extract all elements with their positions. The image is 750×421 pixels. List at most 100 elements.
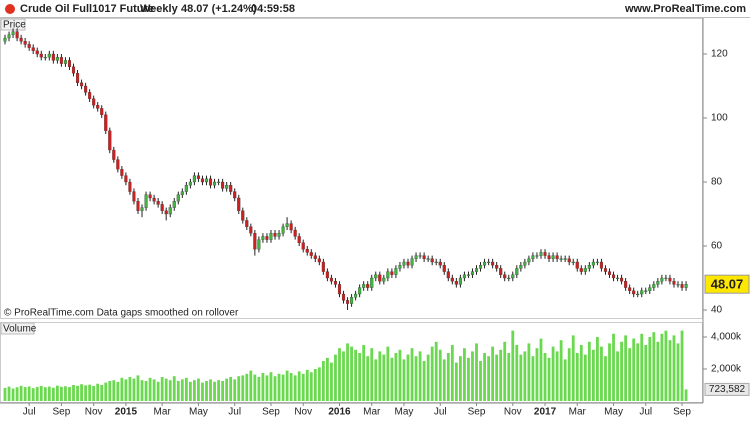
x-tick-label: 2015: [115, 407, 138, 418]
volume-bar: [100, 384, 104, 401]
candle-body: [362, 284, 366, 288]
candle-body: [632, 290, 636, 295]
candle-body: [305, 249, 309, 253]
volume-bar: [3, 387, 7, 401]
volume-bar: [297, 371, 301, 401]
candle-body: [354, 293, 358, 298]
candle-body: [390, 271, 394, 275]
candle-body: [217, 181, 221, 183]
candle-body: [136, 201, 140, 211]
volume-bar: [47, 386, 51, 401]
volume-bar: [273, 376, 277, 401]
candle-body: [470, 271, 475, 275]
x-tick-label: May: [189, 407, 208, 418]
last-price: 48.07: [711, 277, 744, 292]
volume-bar: [88, 384, 92, 401]
candle-body: [511, 274, 515, 279]
candle-body: [466, 274, 470, 276]
volume-bar: [188, 381, 192, 401]
candle-body: [27, 44, 31, 48]
candle-body: [321, 261, 325, 272]
volume-bar: [547, 357, 551, 401]
candle-body: [587, 265, 591, 269]
candle-body: [676, 284, 680, 286]
volume-bar: [511, 330, 515, 401]
candle-body: [67, 60, 72, 67]
x-tick-label: 2017: [534, 407, 557, 418]
volume-bar: [64, 386, 67, 401]
candle-body: [483, 261, 487, 266]
candle-body: [92, 98, 96, 106]
volume-bar: [430, 346, 434, 401]
candle-body: [499, 268, 503, 275]
volume-bar: [43, 387, 47, 401]
candle-body: [43, 57, 47, 59]
volume-tick-label: 2,000k: [711, 364, 742, 375]
volume-bar: [563, 359, 567, 401]
candle-body: [446, 271, 450, 279]
volume-bar: [608, 343, 611, 401]
candle-body: [241, 210, 245, 221]
candle-body: [462, 274, 466, 279]
candle-body: [152, 197, 156, 202]
volume-bar: [664, 330, 668, 401]
candle-body: [672, 281, 676, 285]
candle-body: [438, 261, 442, 266]
volume-bar: [197, 378, 200, 401]
volume-bar: [60, 386, 63, 401]
candle-body: [71, 66, 76, 74]
volume-bar: [350, 346, 353, 401]
volume-tick-label: 4,000k: [711, 332, 742, 343]
volume-bar: [164, 378, 168, 401]
candle-body: [39, 53, 43, 58]
volume-bar: [374, 359, 378, 401]
candle-body: [563, 258, 567, 260]
candle-body: [426, 258, 430, 260]
candle-body: [660, 277, 664, 282]
volume-label: Volume: [3, 324, 37, 335]
candle-body: [543, 252, 547, 256]
candle-body: [156, 201, 160, 205]
volume-bar: [180, 379, 184, 401]
volume-bar: [136, 375, 140, 401]
candle-body: [273, 233, 277, 237]
candle-body: [269, 233, 273, 240]
x-tick-label: Mar: [154, 407, 172, 418]
candle-body: [523, 261, 527, 266]
candle-body: [345, 300, 350, 304]
volume-bar: [579, 344, 583, 401]
candle-body: [414, 255, 418, 259]
candle-body: [583, 268, 587, 272]
candle-body: [652, 284, 656, 288]
candle-body: [478, 265, 483, 269]
volume-bar: [39, 385, 43, 401]
candle-body: [116, 159, 120, 170]
candle-body: [63, 60, 68, 64]
volume-bar: [253, 374, 257, 401]
volume-bar: [261, 372, 265, 401]
candle-body: [398, 265, 402, 269]
volume-bar: [265, 375, 269, 401]
volume-bar: [104, 382, 108, 401]
candle-body: [507, 277, 511, 279]
candle-body: [132, 191, 136, 202]
quote: 48.07 (+1.24%): [181, 3, 257, 15]
volume-bar: [680, 330, 684, 401]
volume-bar: [668, 340, 672, 401]
volume-bar: [96, 383, 100, 401]
candle-body: [221, 181, 225, 189]
volume-bar: [205, 380, 208, 401]
volume-bar: [644, 344, 648, 401]
candle-body: [539, 252, 543, 256]
candle-body: [253, 233, 257, 250]
y-tick-label: 100: [711, 113, 728, 124]
volume-bar: [156, 381, 160, 401]
candle-body: [180, 191, 184, 195]
candle-body: [208, 178, 213, 186]
volume-bar: [281, 374, 285, 401]
candle-body: [487, 261, 491, 263]
candle-body: [245, 220, 249, 227]
price-label: Price: [3, 20, 26, 31]
candle-body: [503, 274, 507, 279]
volume-bar: [225, 378, 229, 401]
